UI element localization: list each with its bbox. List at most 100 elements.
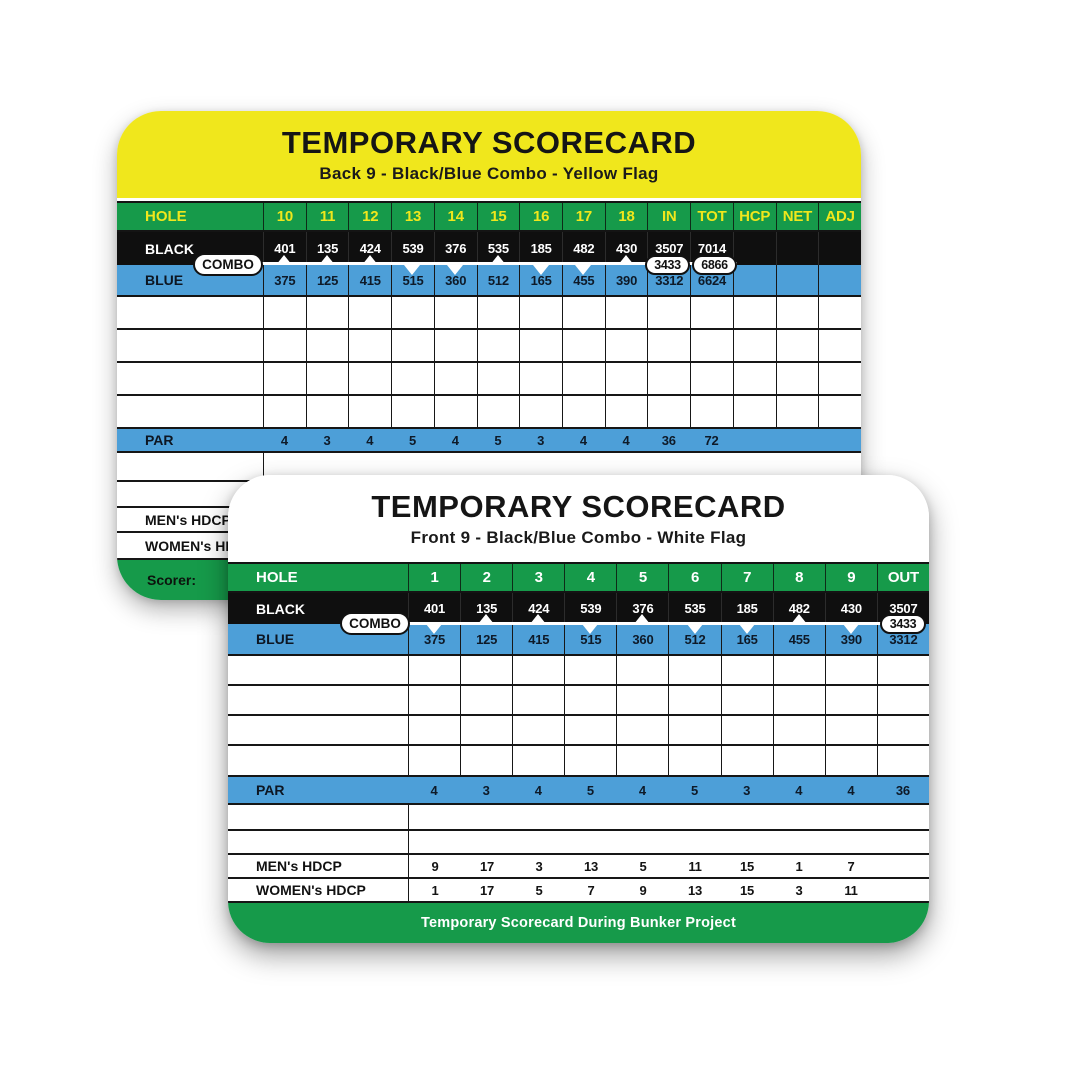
value-cell: 455 [562,265,605,295]
value-cell: 17 [479,858,495,874]
empty-score-cell [732,297,776,328]
empty-score-cell [512,716,564,744]
front-spacer-row [228,831,929,855]
blue-tee-label: BLUE [256,631,295,647]
empty-score-cell [476,363,520,394]
value-cell: 1 [431,882,439,898]
mens-hdcp-pane: 9 17 3 13 5 11 15 1 7 [408,855,929,877]
value-cell: NET [775,203,819,230]
back-card-header: TEMPORARY SCORECARD Back 9 - Black/Blue … [117,111,861,198]
value-cell: IN [647,203,690,230]
empty-score-cell [408,746,460,775]
value-cell: 9 [431,858,439,874]
empty-score-cell [690,363,733,394]
empty-score-cell [391,297,434,328]
value-cell: 15 [739,882,755,898]
value-cell: 430 [824,593,877,624]
mens-hdcp-label: MEN's HDCP [256,858,342,874]
score-row-label [228,656,408,684]
empty-score-cell [348,363,391,394]
score-row-label [228,716,408,744]
score-row-label [228,746,408,775]
value-cell: 375 [263,265,306,295]
value-cell: 424 [348,232,391,265]
empty-score-cell [305,363,349,394]
value-cell: 1 [408,564,460,591]
value-cell: 515 [391,265,434,295]
value-cell: 390 [824,624,877,654]
empty-score-cell [732,396,776,427]
value-cell: 8 [772,564,825,591]
empty-score-cell [604,297,648,328]
empty-score-cell [348,330,391,361]
header-divider [117,198,861,201]
value-cell: 1 [795,858,803,874]
score-row-label [117,396,263,427]
back-par-row: PAR 4 3 4 5 4 5 3 4 4 36 72 [117,429,861,453]
value-cell: 415 [348,265,391,295]
mens-hdcp-label: MEN's HDCP [145,511,231,528]
empty-score-cell [460,746,512,775]
empty-score-cell [391,330,434,361]
value-cell: 5 [639,858,647,874]
empty-score-cell [668,746,720,775]
empty-score-cell [876,746,929,775]
empty-score-cell [720,686,773,714]
back-hole-header-row: HOLE 10 11 12 13 14 15 16 17 18 IN TOT HCP NET ADJ [117,201,861,232]
empty-score-cell [564,716,616,744]
back-card-subtitle: Back 9 - Black/Blue Combo - Yellow Flag [319,164,659,183]
empty-score-cell [263,363,306,394]
value-cell: 17 [562,203,605,230]
empty-score-cell [668,686,720,714]
value-cell: 376 [616,593,668,624]
empty-score-cell [512,746,564,775]
value-cell: 4 [280,432,288,448]
empty-score-cell [690,396,733,427]
empty-score-cell [772,686,825,714]
value-cell: 360 [616,624,668,654]
empty-score-cell [720,716,773,744]
value-cell: 36 [895,782,910,798]
empty-score-cell [263,297,306,328]
empty-score-cell [775,330,819,361]
front-score-row [228,716,929,746]
value-cell: 135 [460,593,512,624]
value-cell [775,232,819,265]
value-cell [818,232,861,265]
value-cell: HCP [732,203,776,230]
value-cell: 11 [305,203,349,230]
black-tee-label: BLACK [145,240,194,257]
front-hole-header-row: HOLE 1 2 3 4 5 6 7 8 9 OUT [228,562,929,593]
value-cell: OUT [876,564,929,591]
value-cell: 13 [687,882,703,898]
value-cell: 4 [366,432,374,448]
empty-score-cell [460,686,512,714]
value-cell: 15 [739,858,755,874]
empty-score-cell [772,746,825,775]
spacer-row-pane [408,831,929,853]
empty-score-cell [519,330,562,361]
hole-header-label: HOLE [256,569,298,586]
value-cell: 7 [720,564,773,591]
value-cell: 7014 [690,232,733,265]
empty-score-cell [460,656,512,684]
empty-score-cell [604,363,648,394]
empty-score-cell [772,716,825,744]
par-row-label: PAR [145,432,174,448]
front-card-subtitle: Front 9 - Black/Blue Combo - White Flag [410,528,747,547]
front-blue-tee-row: BLUE 375 125 415 515 360 512 165 455 390 3312 [228,624,929,656]
empty-score-cell [408,656,460,684]
front-card-footer: Temporary Scorecard During Bunker Projec… [228,903,929,943]
empty-score-cell [616,716,668,744]
value-cell: 125 [305,265,349,295]
empty-score-cell [616,686,668,714]
value-cell: 4 [622,432,630,448]
empty-score-cell [690,297,733,328]
value-cell: 185 [519,232,562,265]
value-cell: 535 [668,593,720,624]
empty-score-cell [519,396,562,427]
blue-tee-label: BLUE [145,272,184,288]
empty-score-cell [476,396,520,427]
front-black-tee-row: BLACK 401 135 424 539 376 535 185 482 430 3507 [228,593,929,624]
